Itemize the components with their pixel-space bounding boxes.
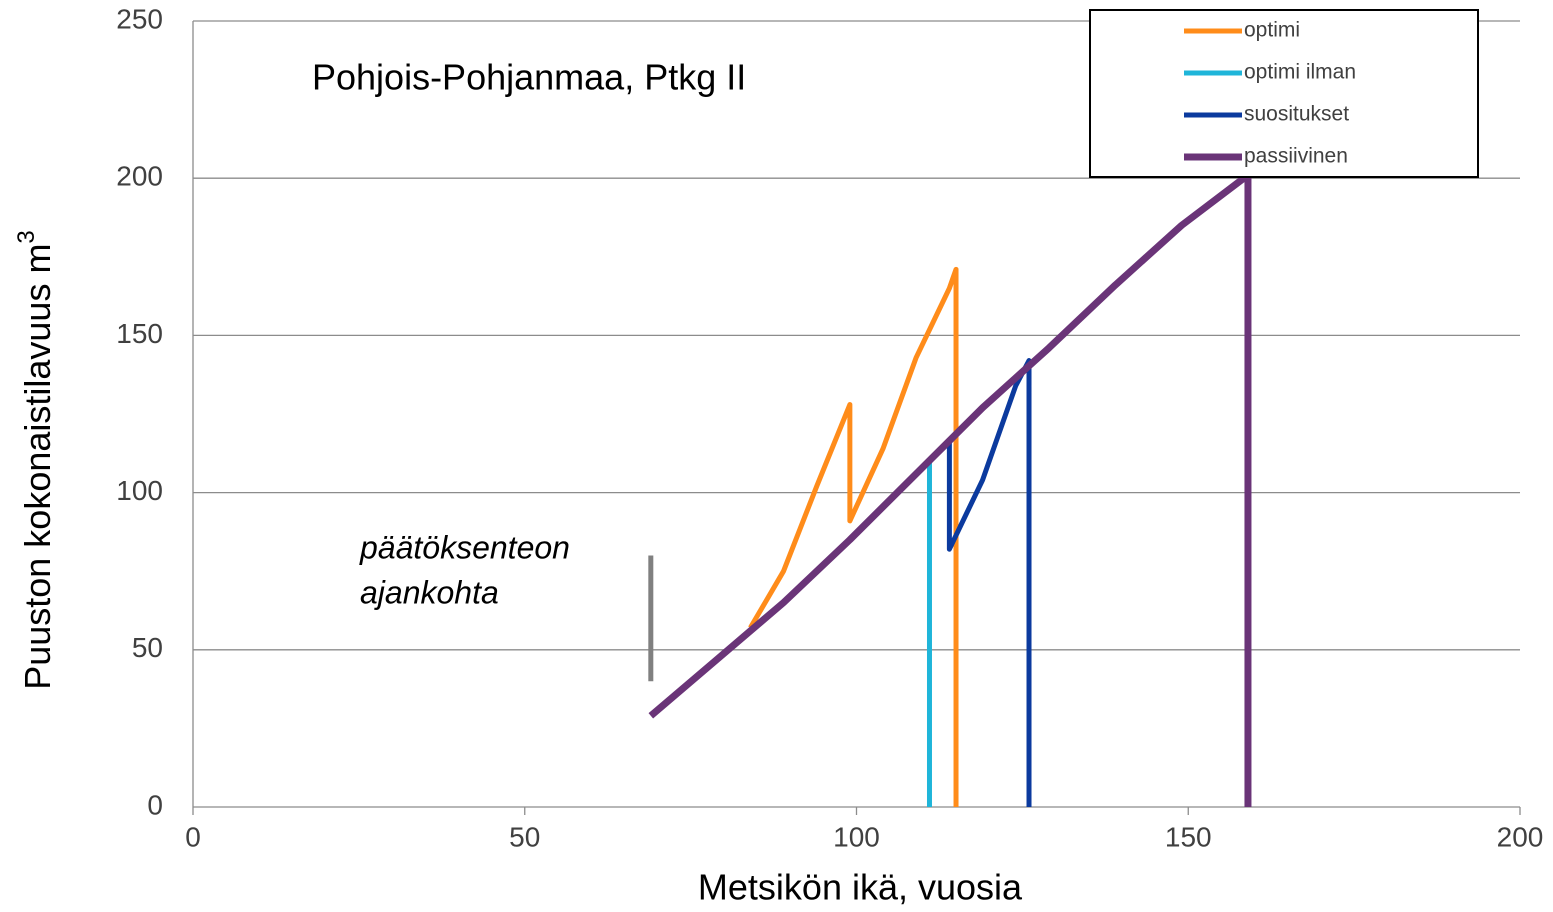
annotation: Pohjois-Pohjanmaa, Ptkg II <box>312 57 746 98</box>
y-tick-label: 0 <box>147 789 163 820</box>
note: ajankohta <box>360 574 499 610</box>
x-axis-label: Metsikön ikä, vuosia <box>698 867 1023 908</box>
legend-label: optimi ilman <box>1244 61 1356 84</box>
y-tick-label: 100 <box>116 475 163 506</box>
legend-label: passiivinen <box>1244 145 1348 168</box>
series-line <box>648 171 1252 807</box>
y-tick-label: 150 <box>116 318 163 349</box>
x-tick-label: 0 <box>185 821 201 852</box>
legend-label: optimi <box>1244 19 1300 42</box>
y-tick-label: 50 <box>132 632 163 663</box>
legend-box <box>1089 9 1479 178</box>
series-line <box>748 266 959 807</box>
y-axis-label-sup: 3 <box>13 230 40 243</box>
x-tick-label: 100 <box>833 821 880 852</box>
series-line <box>927 358 1032 807</box>
x-tick-label: 200 <box>1497 821 1544 852</box>
y-axis-label: Puuston kokonaistilavuus m3 <box>13 230 57 690</box>
y-tick-label: 250 <box>116 3 163 34</box>
series-line <box>914 458 932 807</box>
note: päätöksenteon <box>359 529 570 565</box>
x-tick-label: 150 <box>1165 821 1212 852</box>
y-tick-label: 200 <box>116 161 163 192</box>
legend-label: suositukset <box>1244 103 1349 126</box>
y-axis-label-main: Puuston kokonaistilavuus m <box>17 244 58 690</box>
x-tick-label: 50 <box>509 821 540 852</box>
